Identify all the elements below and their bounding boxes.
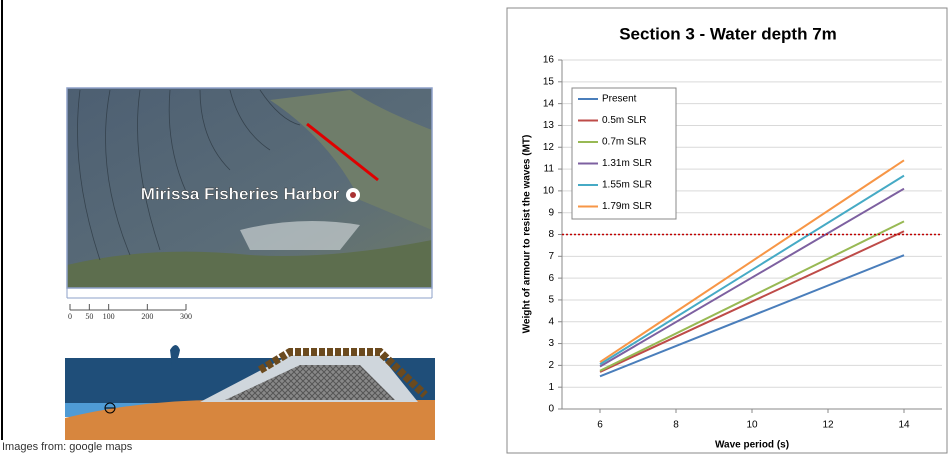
map-label: Mirissa Fisheries Harbor <box>141 184 340 203</box>
y-tick-label: 2 <box>548 360 554 371</box>
x-tick-label: 6 <box>597 420 603 431</box>
x-tick-label: 14 <box>898 420 910 431</box>
y-tick-label: 13 <box>543 120 555 131</box>
chart-frame <box>507 8 947 453</box>
y-tick-label: 15 <box>543 76 555 87</box>
legend-label: 0.5m SLR <box>602 115 646 126</box>
scale-label: 100 <box>103 312 115 321</box>
y-tick-label: 4 <box>548 316 554 327</box>
scale-label: 200 <box>141 312 153 321</box>
x-tick-label: 12 <box>822 420 834 431</box>
y-tick-label: 5 <box>548 295 554 306</box>
legend-label: 0.7m SLR <box>602 137 646 148</box>
legend-label: 1.55m SLR <box>602 180 652 191</box>
scale-label: 0 <box>68 312 72 321</box>
x-tick-label: 10 <box>746 420 758 431</box>
y-tick-label: 1 <box>548 382 554 393</box>
y-tick-label: 10 <box>543 186 555 197</box>
breakwater-diagram <box>65 345 435 440</box>
y-tick-label: 9 <box>548 207 554 218</box>
scale-label: 300 <box>180 312 192 321</box>
legend-label: Present <box>602 94 637 105</box>
y-tick-label: 16 <box>543 55 555 66</box>
y-axis-label: Weight of armour to resist the waves (MT… <box>522 135 533 334</box>
x-axis-label: Wave period (s) <box>715 440 789 451</box>
y-tick-label: 14 <box>543 98 555 109</box>
caption: Images from: google maps <box>2 441 133 453</box>
chart-title: Section 3 - Water depth 7m <box>619 24 837 43</box>
x-tick-label: 8 <box>673 420 679 431</box>
y-tick-label: 3 <box>548 338 554 349</box>
legend-label: 1.31m SLR <box>602 158 652 169</box>
slide: Mirissa Fisheries Harbor 050100200300 Im… <box>0 0 949 454</box>
y-tick-label: 7 <box>548 251 554 262</box>
y-tick-label: 12 <box>543 142 555 153</box>
legend-box <box>572 88 676 219</box>
y-tick-label: 11 <box>544 164 555 175</box>
y-tick-label: 0 <box>548 404 554 415</box>
legend-label: 1.79m SLR <box>602 201 652 212</box>
y-tick-label: 6 <box>548 273 554 284</box>
y-tick-label: 8 <box>548 229 554 240</box>
scale-label: 50 <box>85 312 93 321</box>
